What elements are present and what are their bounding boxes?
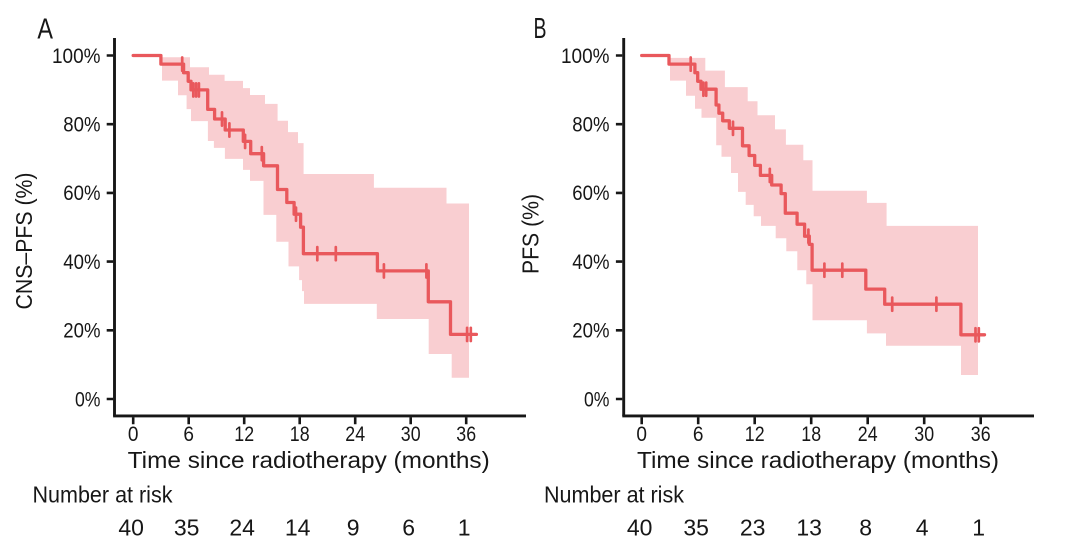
svg-text:0%: 0% (584, 388, 610, 411)
svg-text:6: 6 (183, 422, 194, 446)
svg-text:12: 12 (745, 422, 765, 446)
svg-text:36: 36 (456, 422, 476, 446)
svg-text:A: A (37, 14, 53, 46)
svg-text:1: 1 (458, 515, 471, 541)
svg-text:6: 6 (402, 515, 415, 541)
svg-text:0: 0 (128, 422, 139, 446)
svg-text:13: 13 (796, 515, 822, 541)
svg-text:B: B (534, 13, 547, 45)
svg-text:100%: 100% (52, 45, 101, 68)
svg-text:36: 36 (971, 422, 991, 446)
svg-text:Number at risk: Number at risk (544, 482, 684, 508)
svg-text:20%: 20% (572, 320, 609, 343)
svg-text:Number at risk: Number at risk (33, 482, 173, 508)
svg-text:40: 40 (118, 515, 144, 541)
svg-text:60%: 60% (572, 182, 609, 205)
svg-text:4: 4 (916, 515, 929, 541)
svg-text:35: 35 (174, 515, 200, 541)
svg-text:18: 18 (801, 422, 821, 446)
svg-text:100%: 100% (561, 45, 610, 68)
svg-text:40: 40 (627, 515, 653, 541)
svg-text:60%: 60% (63, 182, 100, 205)
svg-text:24: 24 (858, 422, 878, 446)
svg-text:1: 1 (972, 515, 985, 541)
svg-text:80%: 80% (572, 114, 609, 137)
svg-text:20%: 20% (63, 320, 100, 343)
svg-text:30: 30 (401, 422, 421, 446)
svg-text:80%: 80% (63, 114, 100, 137)
svg-text:40%: 40% (572, 251, 609, 274)
svg-text:18: 18 (290, 422, 310, 446)
svg-text:35: 35 (683, 515, 709, 541)
svg-text:0: 0 (636, 422, 647, 446)
svg-text:PFS (%): PFS (%) (518, 194, 544, 274)
svg-text:24: 24 (229, 515, 255, 541)
svg-text:0%: 0% (75, 388, 101, 411)
svg-text:9: 9 (347, 515, 360, 541)
svg-text:Time since radiotherapy (month: Time since radiotherapy (months) (637, 447, 999, 473)
svg-text:8: 8 (859, 515, 872, 541)
svg-text:23: 23 (740, 515, 766, 541)
svg-text:CNS–PFS (%): CNS–PFS (%) (11, 173, 37, 310)
svg-text:12: 12 (234, 422, 254, 446)
svg-text:30: 30 (914, 422, 934, 446)
svg-text:24: 24 (345, 422, 365, 446)
svg-text:Time since radiotherapy (month: Time since radiotherapy (months) (128, 447, 490, 473)
svg-text:40%: 40% (63, 251, 100, 274)
svg-text:6: 6 (693, 422, 704, 446)
svg-text:14: 14 (285, 515, 311, 541)
